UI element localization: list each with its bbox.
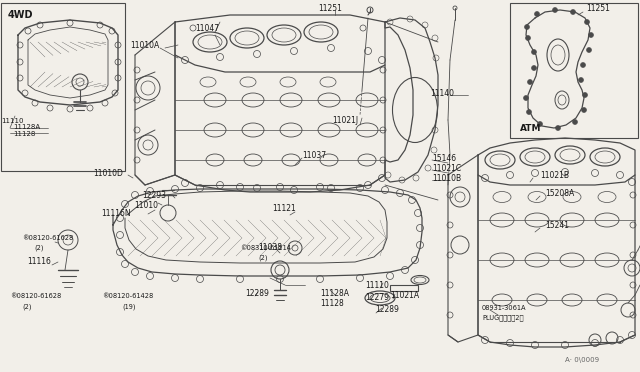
Ellipse shape: [580, 62, 586, 67]
Text: 11010B: 11010B: [432, 173, 461, 183]
Text: 11021A: 11021A: [390, 292, 419, 301]
Text: (2): (2): [34, 245, 44, 251]
Ellipse shape: [525, 35, 531, 41]
Text: 11021C: 11021C: [432, 164, 461, 173]
Text: 11251: 11251: [318, 3, 342, 13]
Text: 11021B: 11021B: [540, 170, 569, 180]
Ellipse shape: [582, 108, 586, 112]
Ellipse shape: [534, 12, 540, 16]
Text: 15208A: 15208A: [545, 189, 574, 198]
Ellipse shape: [586, 48, 591, 52]
Text: 15241: 15241: [545, 221, 569, 230]
Text: ®08120-61628: ®08120-61628: [22, 235, 73, 241]
Ellipse shape: [552, 7, 557, 13]
Text: (2): (2): [258, 255, 268, 261]
Text: ®08120-61428: ®08120-61428: [102, 293, 153, 299]
Text: 11010A: 11010A: [130, 41, 159, 49]
Ellipse shape: [579, 77, 584, 83]
Text: (2): (2): [22, 304, 31, 310]
Ellipse shape: [527, 109, 531, 115]
Text: 11110: 11110: [365, 280, 389, 289]
Text: 11116: 11116: [27, 257, 51, 266]
Ellipse shape: [584, 19, 589, 25]
Ellipse shape: [531, 49, 536, 55]
Text: 12289: 12289: [245, 289, 269, 298]
Ellipse shape: [525, 25, 529, 29]
Text: 15146: 15146: [432, 154, 456, 163]
Text: 11128: 11128: [320, 298, 344, 308]
Text: 11116N: 11116N: [101, 208, 131, 218]
Ellipse shape: [527, 80, 532, 84]
Text: 11110: 11110: [1, 118, 24, 124]
Text: (19): (19): [122, 304, 136, 310]
Text: 11038: 11038: [258, 244, 282, 253]
Text: ®08120-61628: ®08120-61628: [10, 293, 61, 299]
Text: 11037: 11037: [302, 151, 326, 160]
Text: 11010D: 11010D: [93, 169, 123, 177]
Text: 11251: 11251: [586, 3, 610, 13]
Text: 4WD: 4WD: [8, 10, 33, 20]
Bar: [390, 285, 418, 291]
Text: 11128A: 11128A: [320, 289, 349, 298]
Text: 11010: 11010: [134, 201, 158, 209]
Text: 11140: 11140: [430, 89, 454, 97]
Text: 11128: 11128: [13, 131, 35, 137]
Text: 11047: 11047: [195, 23, 219, 32]
Ellipse shape: [524, 96, 529, 100]
Bar: [510, 3, 638, 138]
Text: 11128A: 11128A: [13, 124, 40, 130]
Text: 11121: 11121: [272, 203, 296, 212]
Text: 08931-3061A: 08931-3061A: [482, 305, 527, 311]
Ellipse shape: [573, 119, 577, 125]
Ellipse shape: [531, 65, 536, 71]
Text: 12289: 12289: [375, 305, 399, 314]
Text: 12279: 12279: [365, 294, 389, 302]
Text: PLUGプラグ（2）: PLUGプラグ（2）: [482, 315, 524, 321]
Text: ATM: ATM: [520, 124, 541, 132]
Text: ©08310-61214: ©08310-61214: [240, 245, 291, 251]
Ellipse shape: [582, 93, 588, 97]
Text: 11021J: 11021J: [332, 115, 358, 125]
Ellipse shape: [589, 32, 593, 38]
Ellipse shape: [556, 125, 561, 131]
Text: A⋅ 0\0009: A⋅ 0\0009: [565, 357, 599, 363]
Ellipse shape: [570, 10, 575, 15]
Bar: [1, 3, 125, 171]
Ellipse shape: [538, 122, 543, 126]
Text: 12293: 12293: [142, 190, 166, 199]
